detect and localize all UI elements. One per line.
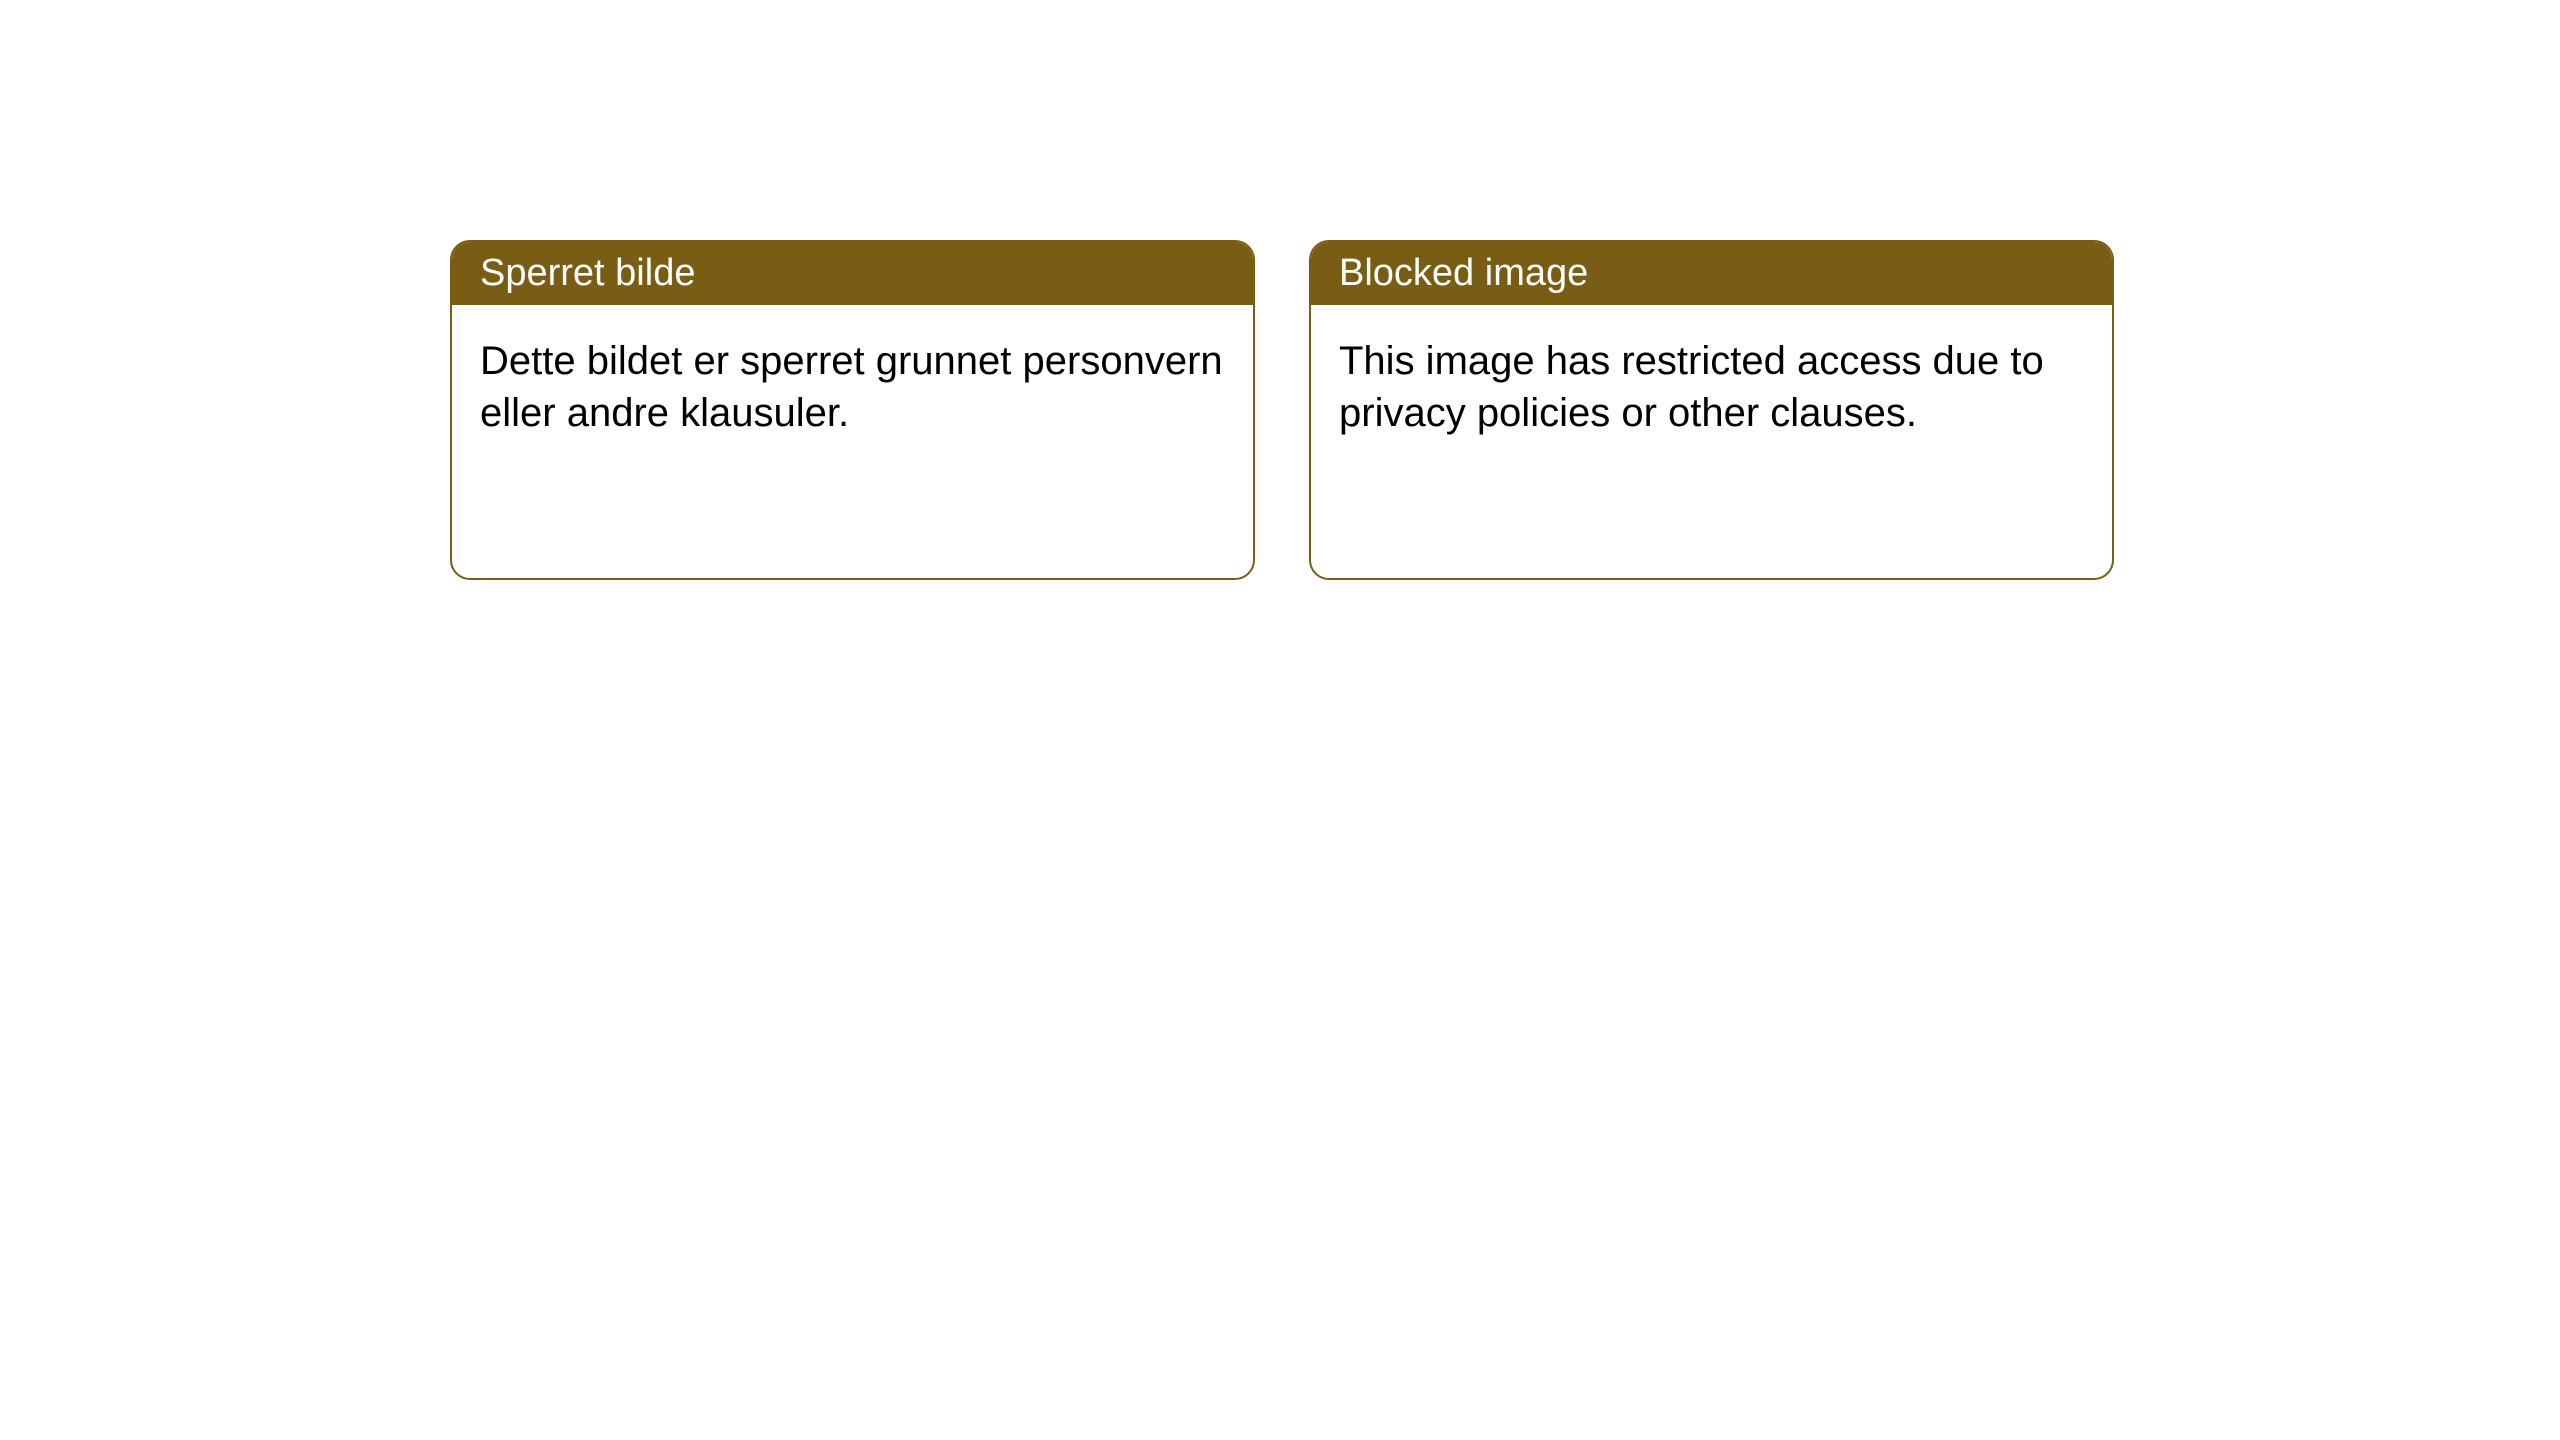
card-header: Blocked image bbox=[1311, 242, 2112, 305]
card-container: Sperret bilde Dette bildet er sperret gr… bbox=[450, 240, 2114, 580]
blocked-image-card-en: Blocked image This image has restricted … bbox=[1309, 240, 2114, 580]
card-body: This image has restricted access due to … bbox=[1311, 305, 2112, 469]
blocked-image-card-no: Sperret bilde Dette bildet er sperret gr… bbox=[450, 240, 1255, 580]
card-body: Dette bildet er sperret grunnet personve… bbox=[452, 305, 1253, 469]
card-header: Sperret bilde bbox=[452, 242, 1253, 305]
